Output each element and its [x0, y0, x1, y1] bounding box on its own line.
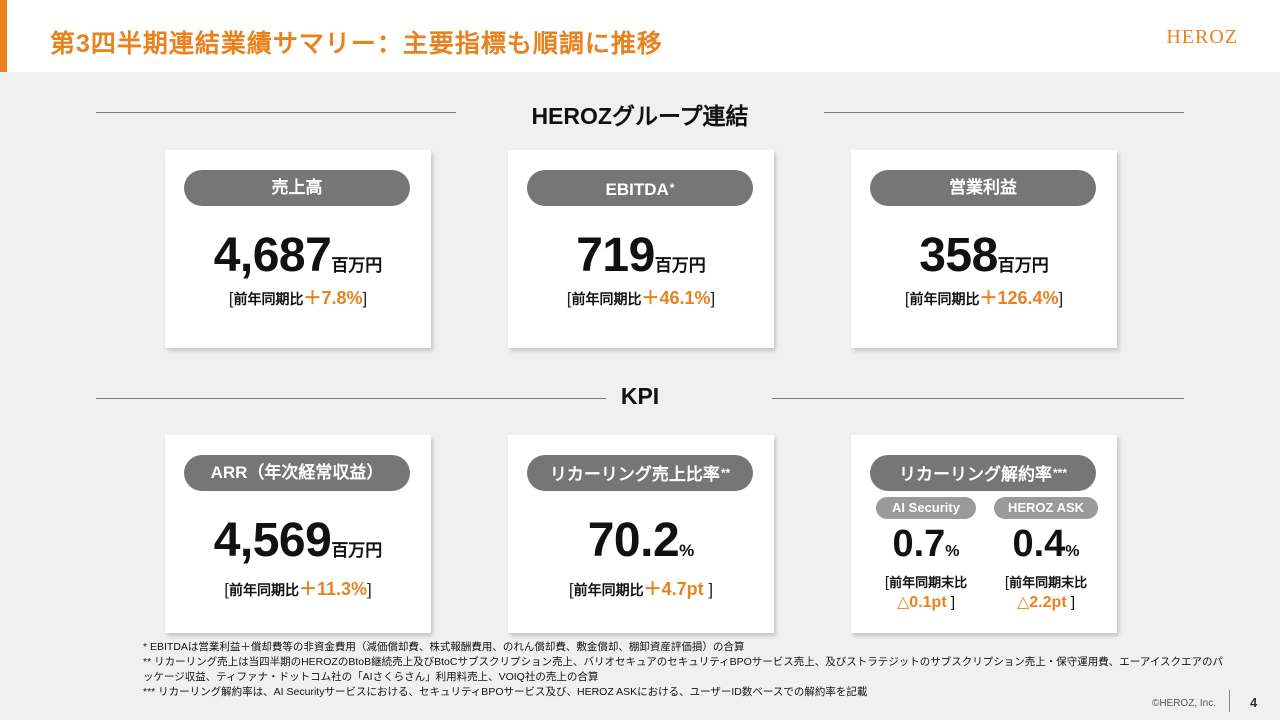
- churn-yoy-heroz-ask: [前年同期末比 △2.2pt ]: [1004, 574, 1088, 611]
- churn-value: 0.7: [892, 523, 946, 565]
- churn-value-ai-security: 0.7%: [866, 523, 986, 566]
- card-label-pill: ARR（年次経常収益）: [184, 455, 410, 491]
- card-value-row: 70.2%: [508, 513, 774, 568]
- section-divider-left: [96, 112, 456, 113]
- sub-label-ai-security: AI Security: [876, 497, 976, 519]
- card-value: 70.2: [587, 514, 680, 567]
- yoy-label: 前年同期比: [228, 582, 299, 598]
- yoy-value: △0.1pt: [897, 594, 947, 611]
- card-label-pill: EBITDA*: [527, 170, 753, 206]
- yoy-value: △2.2pt: [1017, 594, 1067, 611]
- card-arr: ARR（年次経常収益） 4,569百万円 [前年同期比＋11.3%]: [165, 435, 431, 633]
- yoy-label: 前年同期末比: [1009, 575, 1088, 590]
- yoy-label: 前年同期比: [573, 582, 644, 598]
- card-operating-profit: 営業利益 358百万円 [前年同期比＋126.4%]: [851, 150, 1117, 348]
- section-divider-left: [96, 398, 606, 399]
- card-unit: 百万円: [331, 256, 383, 275]
- section-title-kpi: KPI: [620, 383, 660, 409]
- card-value: 358: [919, 229, 998, 282]
- card-yoy: [前年同期比＋46.1%]: [566, 288, 716, 308]
- card-label-pill: リカーリング解約率***: [870, 455, 1096, 491]
- card-value: 4,687: [213, 229, 332, 282]
- card-yoy: [前年同期比＋11.3%]: [224, 579, 372, 599]
- churn-unit: %: [945, 543, 960, 560]
- header-bar: 第3四半期連結業績サマリー：主要指標も順調に推移 HEROZ: [0, 0, 1280, 72]
- card-label: リカーリング解約率: [898, 465, 1052, 484]
- card-unit: %: [679, 541, 695, 560]
- card-value-row: 358百万円: [851, 228, 1117, 283]
- card-yoy: [前年同期比＋4.7pt ]: [568, 579, 714, 599]
- yoy-value: ＋126.4%: [979, 288, 1059, 308]
- yoy-label: 前年同期末比: [889, 575, 968, 590]
- card-value: 4,569: [213, 514, 332, 567]
- section-title-group: HEROZグループ連結: [531, 103, 749, 129]
- card-unit: 百万円: [331, 541, 383, 560]
- card-sales: 売上高 4,687百万円 [前年同期比＋7.8%]: [165, 150, 431, 348]
- section-divider-right: [824, 112, 1184, 113]
- card-ebitda: EBITDA* 719百万円 [前年同期比＋46.1%]: [508, 150, 774, 348]
- section-divider-right: [772, 398, 1184, 399]
- heroz-logo: HEROZ: [1166, 26, 1238, 48]
- card-label: 売上高: [271, 178, 323, 197]
- yoy-value: ＋4.7pt: [643, 579, 704, 599]
- yoy-label: 前年同期比: [909, 291, 980, 307]
- header-accent-bar: [0, 0, 7, 72]
- footnote-recurring-sales: ** リカーリング売上は当四半期のHEROZのBtoB継続売上及びBtoCサブス…: [143, 656, 1224, 683]
- card-label-pill: 営業利益: [870, 170, 1096, 206]
- page-number: 4: [1250, 695, 1258, 710]
- card-label: 営業利益: [949, 178, 1017, 197]
- churn-yoy-ai-security: [前年同期末比 △0.1pt ]: [884, 574, 968, 611]
- yoy-value: ＋46.1%: [641, 288, 711, 308]
- footnotes: * EBITDAは営業利益＋償却費等の非資金費用（減価償却費、株式報酬費用、のれ…: [143, 640, 1233, 700]
- card-label-mark: *: [669, 181, 675, 195]
- card-yoy: [前年同期比＋7.8%]: [228, 288, 368, 308]
- card-label: EBITDA: [605, 180, 669, 199]
- yoy-value: ＋7.8%: [303, 288, 363, 308]
- footer-divider: [1229, 690, 1230, 712]
- footnote-ebitda: * EBITDAは営業利益＋償却費等の非資金費用（減価償却費、株式報酬費用、のれ…: [143, 641, 745, 653]
- card-recurring-ratio: リカーリング売上比率** 70.2% [前年同期比＋4.7pt ]: [508, 435, 774, 633]
- card-value-row: 719百万円: [508, 228, 774, 283]
- card-yoy: [前年同期比＋126.4%]: [904, 288, 1064, 308]
- card-label: ARR（年次経常収益）: [210, 463, 384, 482]
- card-unit: 百万円: [997, 256, 1049, 275]
- card-recurring-churn: リカーリング解約率*** AI Security HEROZ ASK 0.7% …: [851, 435, 1117, 633]
- card-unit: 百万円: [654, 256, 706, 275]
- footnote-churn: *** リカーリング解約率は、AI Securityサービスにおける、セキュリテ…: [143, 686, 868, 698]
- card-label-pill: リカーリング売上比率**: [527, 455, 753, 491]
- card-label-mark: ***: [1052, 466, 1067, 480]
- section-header-kpi: KPI: [0, 383, 1280, 413]
- yoy-label: 前年同期比: [233, 291, 304, 307]
- card-label-pill: 売上高: [184, 170, 410, 206]
- sub-label-heroz-ask: HEROZ ASK: [994, 497, 1098, 519]
- card-label-mark: **: [720, 466, 731, 480]
- churn-unit: %: [1065, 543, 1080, 560]
- churn-value: 0.4: [1012, 523, 1066, 565]
- copyright: ©HEROZ, Inc.: [1151, 698, 1216, 709]
- yoy-value: ＋11.3%: [298, 579, 368, 599]
- yoy-label: 前年同期比: [571, 291, 642, 307]
- churn-value-heroz-ask: 0.4%: [986, 523, 1106, 566]
- page-title: 第3四半期連結業績サマリー：主要指標も順調に推移: [50, 30, 663, 58]
- card-value-row: 4,569百万円: [165, 513, 431, 568]
- card-value-row: 4,687百万円: [165, 228, 431, 283]
- card-label: リカーリング売上比率: [549, 465, 720, 484]
- card-value: 719: [576, 229, 655, 282]
- section-header-group: HEROZグループ連結: [0, 97, 1280, 129]
